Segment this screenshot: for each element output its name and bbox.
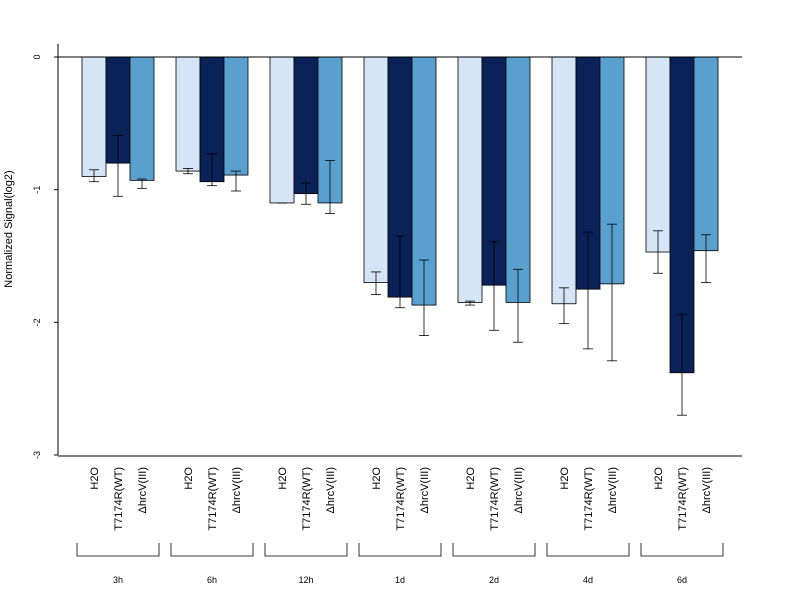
x-tick-label: ΔhrcV(III)	[513, 467, 525, 513]
group-label: 1d	[395, 575, 405, 585]
group-bracket	[452, 543, 536, 557]
x-tick-label: H2O	[89, 467, 101, 490]
error-bars	[89, 134, 711, 416]
bars	[81, 56, 719, 374]
group-label: 4d	[583, 575, 593, 585]
y-tick-label: 0	[32, 54, 42, 59]
y-tick-label: -2	[32, 318, 42, 326]
x-axis: H2O T7174R(WT) ΔhrcV(III) H2O T7174R(WT) Δhrc…	[58, 455, 742, 531]
bar	[645, 56, 671, 253]
x-tick-label: T7174R(WT)	[583, 467, 595, 531]
x-tick-label: T7174R(WT)	[395, 467, 407, 531]
group-label: 12h	[298, 575, 313, 585]
x-tick-label: T7174R(WT)	[207, 467, 219, 531]
x-tick-label: ΔhrcV(III)	[607, 467, 619, 513]
bar	[223, 56, 249, 176]
x-tick-label: T7174R(WT)	[489, 467, 501, 531]
x-tick-label: ΔhrcV(III)	[137, 467, 149, 513]
group-bracket	[170, 543, 254, 557]
group-bracket	[358, 543, 442, 557]
group-brackets: 3h 6h 12h 1d 2d 4d 6d	[76, 543, 724, 585]
group-label: 6d	[677, 575, 687, 585]
x-tick-label: T7174R(WT)	[677, 467, 689, 531]
x-tick-label: ΔhrcV(III)	[701, 467, 713, 513]
bar	[81, 56, 107, 177]
x-tick-label: ΔhrcV(III)	[419, 467, 431, 513]
x-tick-label: H2O	[183, 467, 195, 490]
group-label: 6h	[207, 575, 217, 585]
x-tick-label: H2O	[371, 467, 383, 490]
y-tick-label: -3	[32, 451, 42, 459]
bar	[505, 56, 531, 303]
y-axis-title: Normalized Signal(log2)	[3, 170, 15, 287]
bar	[129, 56, 155, 181]
bar	[269, 56, 295, 204]
group-bracket	[76, 543, 160, 557]
group-bracket	[546, 543, 630, 557]
bar	[175, 56, 201, 172]
bar	[363, 56, 389, 283]
group-bracket	[264, 543, 348, 557]
x-tick-label: ΔhrcV(III)	[231, 467, 243, 513]
x-tick-label: H2O	[559, 467, 571, 490]
bar	[293, 56, 319, 195]
y-axis: 0 -1 -2 -3	[32, 43, 59, 459]
bar	[693, 56, 719, 252]
group-label: 2d	[489, 575, 499, 585]
x-tick-label: H2O	[277, 467, 289, 490]
group-bracket	[640, 543, 724, 557]
group-label: 3h	[113, 575, 123, 585]
bar	[457, 56, 483, 303]
bar	[551, 56, 577, 305]
x-tick-label: ΔhrcV(III)	[325, 467, 337, 513]
y-tick-label: -1	[32, 186, 42, 194]
x-tick-label: H2O	[653, 467, 665, 490]
x-tick-label: H2O	[465, 467, 477, 490]
x-tick-label: T7174R(WT)	[113, 467, 125, 531]
x-tick-label: T7174R(WT)	[301, 467, 313, 531]
